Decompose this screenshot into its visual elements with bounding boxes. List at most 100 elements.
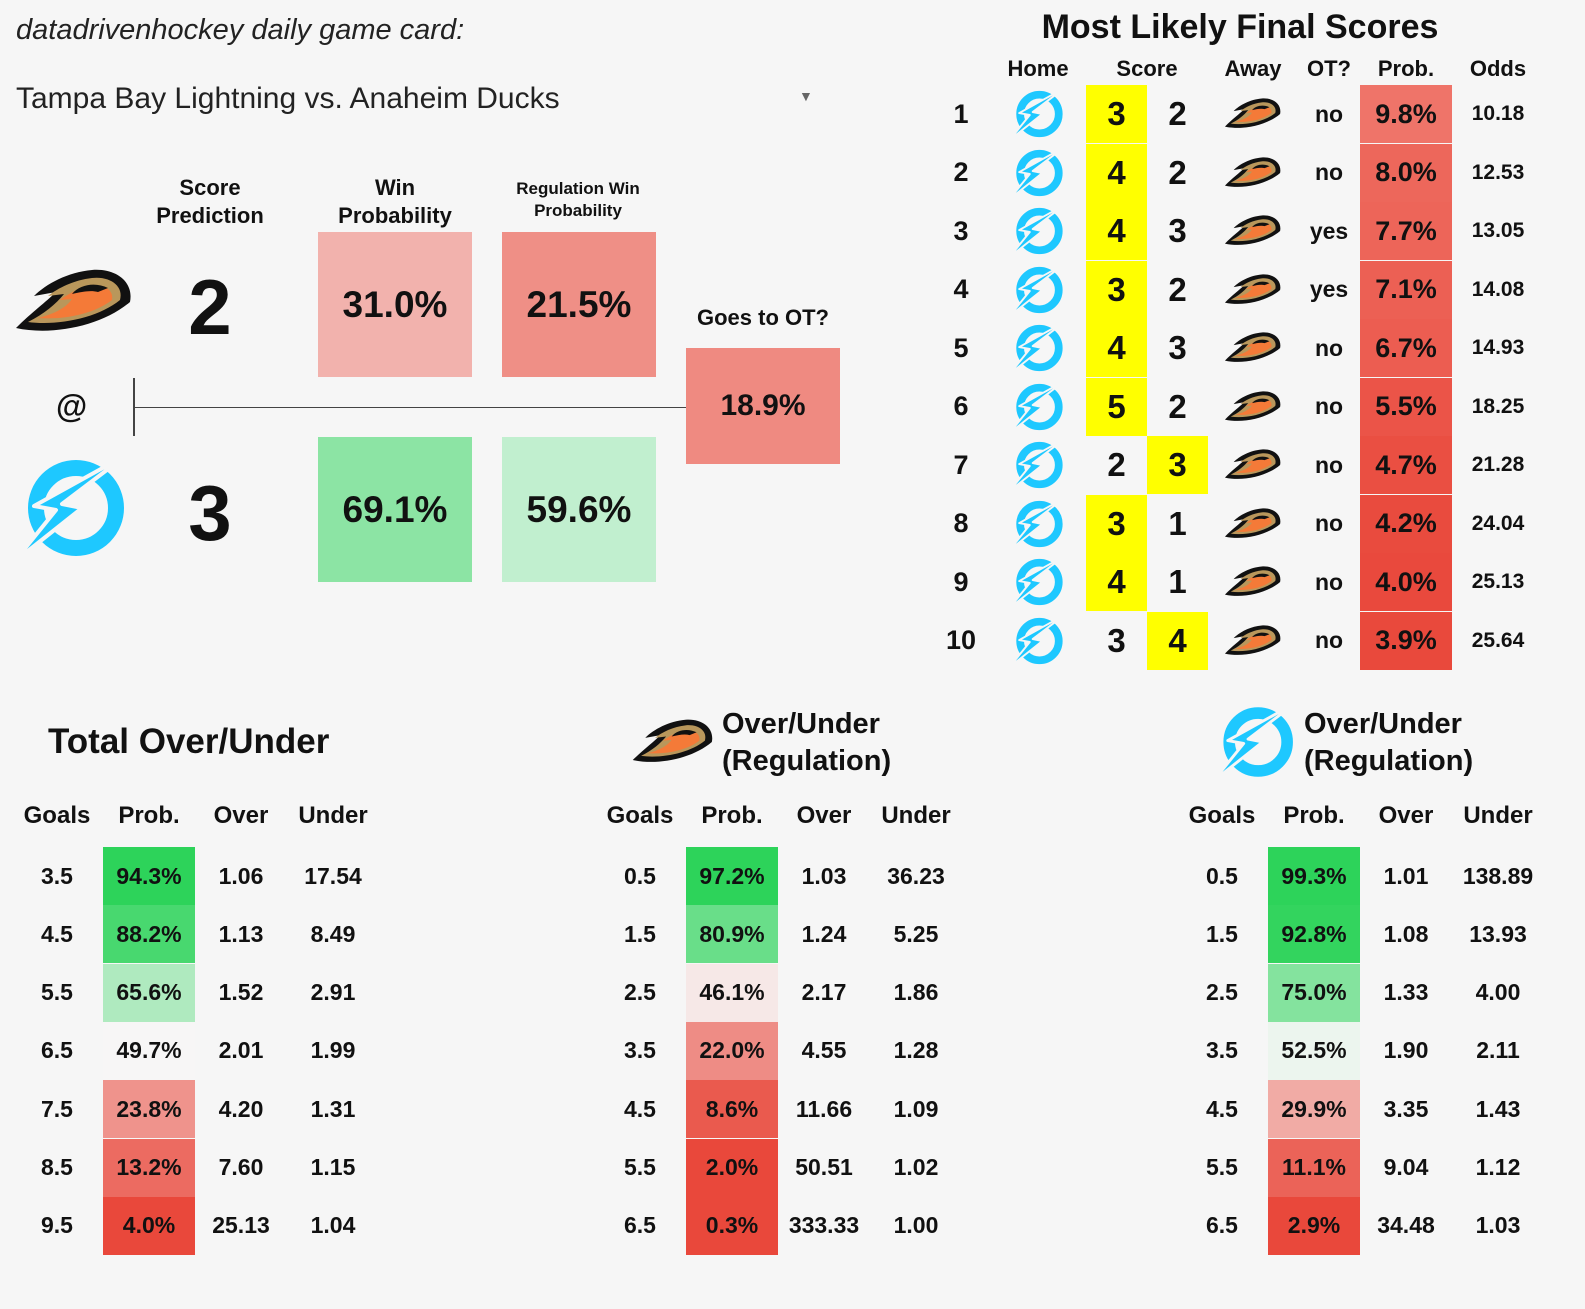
ou-home-goals-cell: 2.5 bbox=[1206, 979, 1238, 1006]
away-score: 2 bbox=[1168, 387, 1187, 425]
ou-away-over-cell: 2.17 bbox=[801, 979, 847, 1006]
lightning-icon bbox=[990, 261, 1086, 319]
ou-home-prob-cell: 2.9% bbox=[1268, 1196, 1360, 1255]
ou-home-goals-cell: 4.5 bbox=[1206, 1095, 1238, 1122]
odds-value: 10.18 bbox=[1471, 102, 1525, 125]
likely-score-row: 4 3 2 yes 7.1% 14.08 bbox=[0, 260, 1585, 319]
probability-cell: 4.2% bbox=[1360, 494, 1452, 553]
ducks-icon bbox=[1208, 612, 1298, 670]
bracket-horizontal-line bbox=[134, 407, 686, 408]
home-score: 3 bbox=[1086, 494, 1147, 553]
away-score: 3 bbox=[1147, 436, 1208, 494]
ducks-icon bbox=[1208, 436, 1298, 494]
total-ou-title: Total Over/Under bbox=[48, 722, 330, 761]
ou-away-prob-header: Prob. bbox=[701, 802, 763, 829]
ou-away-under-cell: 1.00 bbox=[893, 1212, 939, 1239]
ou-home-over-cell: 34.48 bbox=[1377, 1212, 1435, 1239]
ot-flag: no bbox=[1314, 510, 1344, 536]
score-prediction-header-line2: Prediction bbox=[156, 203, 264, 228]
ou-total-prob-cell: 23.8% bbox=[103, 1080, 195, 1139]
rank-label: 8 bbox=[953, 508, 969, 538]
ou-home-goals-cell: 3.5 bbox=[1206, 1037, 1238, 1064]
lightning-icon bbox=[990, 85, 1086, 143]
ducks-icon bbox=[1208, 495, 1298, 553]
home-ou-title-line2: (Regulation) bbox=[1304, 745, 1474, 777]
rank-label: 10 bbox=[945, 625, 977, 655]
ou-home-goals-cell: 1.5 bbox=[1206, 920, 1238, 947]
ou-away-goals-cell: 1.5 bbox=[624, 920, 656, 947]
ou-total-over-cell: 4.20 bbox=[218, 1095, 264, 1122]
ou-total-prob-header: Prob. bbox=[118, 802, 180, 829]
ou-total-goals-cell: 7.5 bbox=[41, 1095, 73, 1122]
ou-home-over-cell: 3.35 bbox=[1383, 1095, 1429, 1122]
ou-home-prob-cell: 52.5% bbox=[1268, 1021, 1360, 1080]
odds-value: 14.93 bbox=[1471, 336, 1525, 359]
away-win-probability: 31.0% bbox=[318, 232, 472, 377]
ou-home-prob-cell: 92.8% bbox=[1268, 905, 1360, 964]
ou-home-over-cell: 1.90 bbox=[1383, 1037, 1429, 1064]
win-probability-header-line1: Win bbox=[374, 175, 416, 200]
rank-label: 2 bbox=[953, 157, 969, 187]
card-title: datadrivenhockey daily game card: bbox=[16, 14, 465, 46]
ou-total-prob-cell: 65.6% bbox=[103, 963, 195, 1022]
ou-home-over-cell: 9.04 bbox=[1383, 1154, 1429, 1180]
ou-total-goals-cell: 4.5 bbox=[41, 920, 73, 947]
lightning-icon bbox=[990, 495, 1086, 553]
likely-score-row: 7 2 3 no 4.7% 21.28 bbox=[0, 436, 1585, 494]
ou-total-prob-cell: 94.3% bbox=[103, 847, 195, 905]
ou-away-prob-cell: 80.9% bbox=[686, 905, 778, 964]
probability-cell: 7.1% bbox=[1360, 260, 1452, 319]
ou-away-under-cell: 1.09 bbox=[893, 1095, 939, 1122]
regulation-win-header: Regulation Win Probability bbox=[495, 178, 661, 222]
away-score: 1 bbox=[1168, 504, 1187, 542]
home-score: 5 bbox=[1086, 377, 1147, 436]
win-probability-header-line2: Probability bbox=[338, 203, 452, 228]
ou-home-goals-cell: 6.5 bbox=[1206, 1212, 1238, 1239]
lightning-icon bbox=[990, 436, 1086, 494]
game-select[interactable]: Tampa Bay Lightning vs. Anaheim Ducks ▼ bbox=[16, 78, 816, 120]
ou-away-over-header: Over bbox=[796, 802, 852, 829]
home-score-prediction: 3 bbox=[188, 469, 232, 557]
away-ou-title: Over/Under (Regulation) bbox=[722, 706, 891, 780]
ou-away-under-cell: 1.28 bbox=[893, 1037, 939, 1064]
home-score: 4 bbox=[1086, 319, 1147, 377]
home-score: 3 bbox=[1086, 85, 1147, 143]
ou-home-goals-header: Goals bbox=[1188, 802, 1256, 829]
ou-away-under-header: Under bbox=[881, 802, 951, 829]
ou-home-under-cell: 1.03 bbox=[1475, 1212, 1521, 1239]
odds-value: 24.04 bbox=[1471, 511, 1525, 535]
likely-scores-odds-header: Odds bbox=[1469, 56, 1527, 81]
ot-flag: no bbox=[1314, 100, 1344, 127]
likely-score-row: 9 4 1 no 4.0% 25.13 bbox=[0, 553, 1585, 611]
ou-home-over-cell: 1.33 bbox=[1383, 979, 1429, 1006]
ducks-icon bbox=[1208, 319, 1298, 377]
away-score-prediction: 2 bbox=[188, 263, 232, 351]
likely-score-row: 1 3 2 no 9.8% 10.18 bbox=[0, 85, 1585, 143]
at-symbol: @ bbox=[56, 388, 88, 424]
ou-away-prob-cell: 0.3% bbox=[686, 1196, 778, 1255]
rank-label: 6 bbox=[953, 391, 969, 421]
ou-total-under-cell: 1.31 bbox=[310, 1095, 356, 1122]
ou-home-goals-cell: 0.5 bbox=[1206, 862, 1238, 889]
home-ou-title: Over/Under (Regulation) bbox=[1304, 706, 1473, 780]
ou-total-goals-header: Goals bbox=[23, 802, 91, 829]
ou-away-prob-cell: 8.6% bbox=[686, 1080, 778, 1139]
probability-cell: 3.9% bbox=[1360, 611, 1452, 670]
away-ou-title-line2: (Regulation) bbox=[722, 745, 892, 777]
rank-label: 1 bbox=[953, 98, 969, 129]
ou-away-under-cell: 1.86 bbox=[893, 979, 939, 1006]
ou-away-goals-cell: 0.5 bbox=[624, 862, 656, 889]
rank-label: 4 bbox=[953, 274, 969, 304]
chevron-down-icon[interactable]: ▼ bbox=[799, 88, 813, 104]
ou-away-over-cell: 50.51 bbox=[795, 1154, 853, 1180]
ou-home-prob-cell: 29.9% bbox=[1268, 1080, 1360, 1139]
ot-flag: yes bbox=[1309, 217, 1349, 244]
win-probability-header: Win Probability bbox=[318, 174, 472, 230]
ou-total-goals-cell: 9.5 bbox=[41, 1212, 73, 1239]
ou-total-under-cell: 1.04 bbox=[310, 1212, 356, 1239]
away-score: 3 bbox=[1168, 329, 1187, 366]
ou-total-prob-cell: 4.0% bbox=[103, 1196, 195, 1255]
probability-cell: 5.5% bbox=[1360, 377, 1452, 436]
ou-away-over-cell: 333.33 bbox=[788, 1212, 860, 1239]
probability-cell: 7.7% bbox=[1360, 202, 1452, 260]
